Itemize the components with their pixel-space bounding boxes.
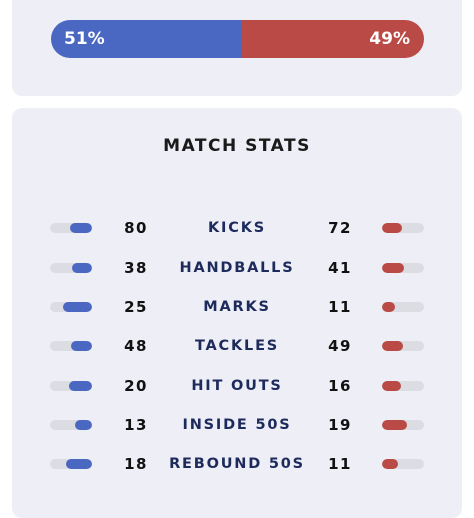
stat-label: HANDBALLS	[179, 260, 295, 276]
away-bar-fill	[382, 420, 407, 430]
away-bar-track	[382, 420, 424, 430]
away-bar-track	[382, 302, 424, 312]
away-bar-track	[382, 341, 424, 351]
stat-row-handballs: 38 HANDBALLS 41	[12, 258, 462, 278]
stat-label: KICKS	[208, 220, 266, 236]
home-value: 48	[124, 337, 148, 355]
stat-row-marks: 25 MARKS 11	[12, 297, 462, 317]
away-value: 41	[328, 259, 352, 277]
stat-label: TACKLES	[194, 338, 280, 354]
away-bar-fill	[382, 223, 402, 233]
possession-bar: 51% 49%	[51, 20, 424, 58]
away-bar-track	[382, 223, 424, 233]
home-bar-track	[50, 459, 92, 469]
away-bar-track	[382, 381, 424, 391]
home-bar-fill	[62, 302, 92, 312]
home-possession-segment: 51%	[51, 20, 242, 58]
home-bar-fill	[69, 223, 92, 233]
away-bar-fill	[382, 263, 404, 273]
home-bar-track	[50, 341, 92, 351]
away-bar-fill	[382, 459, 398, 469]
home-value: 25	[124, 298, 148, 316]
away-value: 11	[328, 298, 352, 316]
home-bar-fill	[71, 341, 92, 351]
away-bar-track	[382, 459, 424, 469]
stat-row-rebound-50s: 18 REBOUND 50S 11	[12, 454, 462, 474]
home-value: 80	[124, 219, 148, 237]
away-possession-value: 49%	[369, 29, 410, 49]
home-bar-fill	[74, 420, 92, 430]
home-bar-fill	[68, 381, 92, 391]
away-value: 19	[328, 416, 352, 434]
away-bar-fill	[382, 341, 404, 351]
home-bar-track	[50, 302, 92, 312]
stat-row-tackles: 48 TACKLES 49	[12, 336, 462, 356]
home-value: 38	[124, 259, 148, 277]
home-bar-fill	[65, 459, 92, 469]
away-value: 72	[328, 219, 352, 237]
away-possession-segment: 49%	[241, 20, 424, 58]
away-value: 49	[328, 337, 352, 355]
home-possession-value: 51%	[64, 29, 105, 49]
match-stats-card: MATCH STATS 80 KICKS 72 38 HANDBALLS 41 …	[12, 108, 462, 518]
away-bar-track	[382, 263, 424, 273]
home-value: 18	[124, 455, 148, 473]
stat-label: HIT OUTS	[191, 378, 283, 394]
home-bar-track	[50, 223, 92, 233]
home-value: 20	[124, 377, 148, 395]
home-bar-track	[50, 420, 92, 430]
away-bar-fill	[382, 381, 401, 391]
stat-label: INSIDE 50S	[182, 417, 292, 433]
stat-label: REBOUND 50S	[169, 456, 305, 472]
home-value: 13	[124, 416, 148, 434]
home-bar-track	[50, 263, 92, 273]
home-bar-track	[50, 381, 92, 391]
stat-label: MARKS	[203, 299, 271, 315]
away-bar-fill	[382, 302, 395, 312]
stat-row-hit-outs: 20 HIT OUTS 16	[12, 376, 462, 396]
away-value: 11	[328, 455, 352, 473]
stat-row-kicks: 80 KICKS 72	[12, 218, 462, 238]
match-stats-title: MATCH STATS	[163, 136, 311, 156]
home-bar-fill	[71, 263, 92, 273]
stat-row-inside-50s: 13 INSIDE 50S 19	[12, 415, 462, 435]
away-value: 16	[328, 377, 352, 395]
possession-card: 51% 49%	[12, 0, 462, 96]
